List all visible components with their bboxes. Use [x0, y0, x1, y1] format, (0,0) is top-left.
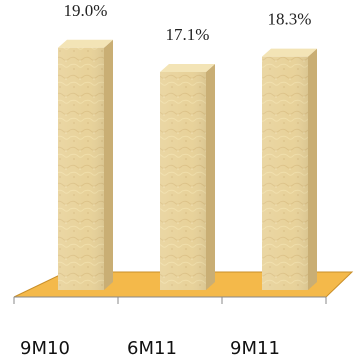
value-label-9m11: 18.3%: [268, 10, 312, 29]
bars-group: [58, 39, 317, 290]
bar-front-shading: [160, 71, 206, 290]
x-tick-label-9m10: 9M10: [20, 338, 70, 358]
x-axis: 9M10 6M11 9M11: [13, 296, 327, 358]
bar-9m10: [58, 39, 113, 290]
bar-side-face: [308, 48, 317, 290]
bar-front-shading: [58, 47, 104, 290]
bar-side-face: [206, 63, 215, 290]
value-label-6m11: 17.1%: [166, 25, 210, 44]
bar-6m11: [160, 63, 215, 290]
bar-top-face: [262, 48, 317, 57]
value-labels-group: 19.0% 17.1% 18.3%: [64, 1, 312, 44]
x-tick-label-9m11: 9M11: [230, 338, 280, 358]
bar-top-face: [160, 63, 215, 72]
value-label-9m10: 19.0%: [64, 1, 108, 20]
bar-top-face: [58, 39, 113, 48]
bar-side-face: [104, 39, 113, 290]
bar-front-shading: [262, 56, 308, 290]
x-tick-label-6m11: 6M11: [127, 338, 177, 358]
bar-9m11: [262, 48, 317, 290]
